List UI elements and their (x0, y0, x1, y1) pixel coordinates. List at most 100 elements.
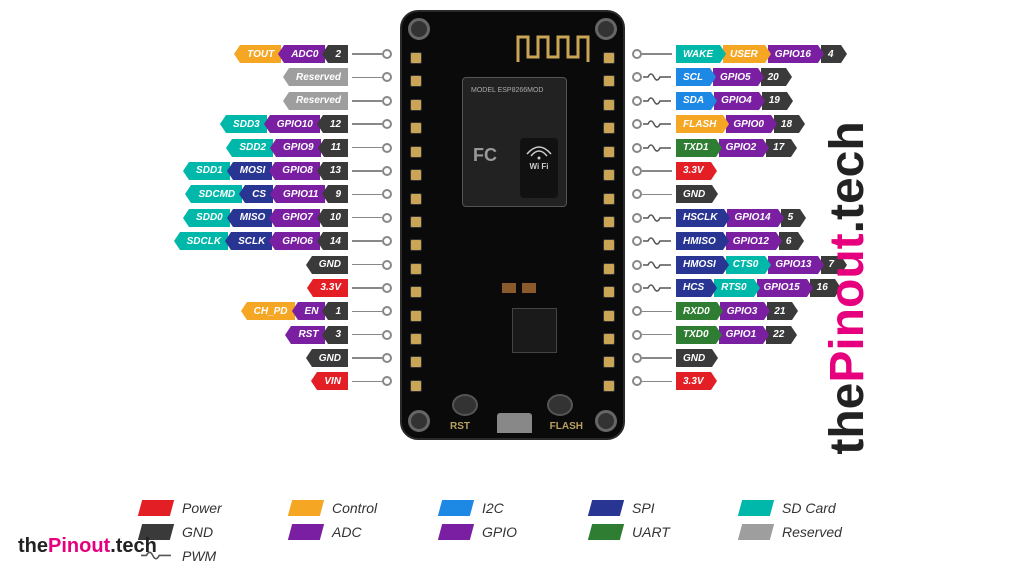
pin-tag: GPIO9 (276, 139, 321, 157)
legend-label: GND (182, 524, 213, 540)
fc-label: FC (473, 145, 497, 166)
pin-row: RST3 (288, 325, 392, 345)
pin-tag: GND (312, 256, 348, 274)
pin-lead (352, 96, 392, 106)
pwm-icon (642, 258, 672, 272)
pin-tag: Reserved (289, 68, 348, 86)
pin-tag: 3.3V (313, 279, 348, 297)
legend-swatch (738, 524, 774, 540)
pin-row: SDD3GPIO1012 (223, 114, 392, 134)
pin-tag: 21 (767, 302, 792, 320)
antenna-icon (513, 27, 593, 67)
pin-tag: GPIO1 (719, 326, 764, 344)
pin-lead (632, 353, 672, 363)
pin-lead (352, 213, 392, 223)
legend-swatch (288, 524, 324, 540)
pin-tag: 14 (323, 232, 348, 250)
pin-lead (632, 211, 672, 225)
usb-chip (512, 308, 557, 353)
pin-header-right (603, 52, 615, 392)
pin-tag: MOSI (233, 162, 273, 180)
pin-lead (352, 119, 392, 129)
pin-lead (352, 376, 392, 386)
pin-tag: 9 (328, 185, 348, 203)
pin-lead (632, 258, 672, 272)
legend-swatch (288, 500, 324, 516)
pin-tag: SCL (676, 68, 710, 86)
pin-header-left (410, 52, 422, 392)
pin-tag: GPIO11 (276, 185, 325, 203)
pin-tag: SDD0 (189, 209, 230, 227)
pwm-icon (642, 281, 672, 295)
legend-item: GPIO (440, 524, 540, 540)
legend-item: ADC (290, 524, 390, 540)
pin-tag: MISO (233, 209, 273, 227)
pin-tag: WAKE (676, 45, 720, 63)
legend-swatch (588, 500, 624, 516)
pwm-icon (642, 234, 672, 248)
pin-tag: HMISO (676, 232, 723, 250)
pin-tag: 20 (761, 68, 786, 86)
legend-label: Control (332, 500, 377, 516)
legend-label: Reserved (782, 524, 842, 540)
color-legend: PowerControlI2CSPISD CardGNDADCGPIOUARTR… (140, 500, 904, 564)
pin-row: 4GPIO16USERWAKE (632, 44, 844, 64)
flash-button (547, 394, 573, 416)
pin-tag: CH_PD (247, 302, 295, 320)
legend-swatch (138, 500, 174, 516)
pin-tag: GPIO4 (714, 92, 759, 110)
pin-row: 16GPIO15RTS0HCS (632, 278, 838, 298)
legend-label: I2C (482, 500, 504, 516)
legend-label: PWM (182, 548, 216, 564)
pin-lead (632, 94, 672, 108)
legend-item: I2C (440, 500, 540, 516)
pin-tag: GPIO0 (726, 115, 771, 133)
pin-row: SDD1MOSIGPIO813 (186, 161, 392, 181)
microcontroller-board: MODEL ESP8266MOD FC Wi Fi RST FLASH (400, 10, 625, 440)
pin-tag: 22 (766, 326, 791, 344)
pin-tag: GPIO10 (270, 115, 320, 133)
pin-tag: CTS0 (726, 256, 766, 274)
pin-tag: TOUT (240, 45, 281, 63)
pin-row: CH_PDEN1 (244, 301, 392, 321)
chip-model-label: MODEL ESP8266MOD (471, 86, 544, 95)
pin-tag: GPIO2 (719, 139, 764, 157)
right-pinout-column: 4GPIO16USERWAKE20GPIO5SCL19GPIO4SDA18GPI… (632, 44, 844, 391)
pin-row: 7GPIO13CTS0HMOSI (632, 255, 844, 275)
legend-label: UART (632, 524, 670, 540)
pin-tag: 3 (328, 326, 348, 344)
pin-tag: RTS0 (714, 279, 753, 297)
pin-tag: GND (312, 349, 348, 367)
pin-row: SDCLKSCLKGPIO614 (177, 231, 392, 251)
pin-lead (632, 376, 672, 386)
pin-lead (352, 236, 392, 246)
pin-tag: EN (298, 302, 326, 320)
pin-tag: GPIO16 (768, 45, 818, 63)
pin-tag: 13 (323, 162, 348, 180)
legend-item: Reserved (740, 524, 842, 540)
pin-tag: TXD0 (676, 326, 716, 344)
pin-tag: FLASH (676, 115, 723, 133)
legend-label: ADC (332, 524, 362, 540)
pin-lead (632, 330, 672, 340)
pin-row: 17GPIO2TXD1 (632, 138, 794, 158)
pin-lead (352, 330, 392, 340)
legend-swatch (438, 524, 474, 540)
legend-swatch (738, 500, 774, 516)
pin-tag: GPIO14 (727, 209, 777, 227)
pin-tag: CS (245, 185, 273, 203)
pin-lead (632, 189, 672, 199)
pin-lead (632, 306, 672, 316)
brand-logo-side: thePinout.tech (820, 121, 875, 454)
pwm-icon (642, 70, 672, 84)
pin-tag: RST (291, 326, 325, 344)
pin-lead (632, 70, 672, 84)
pin-lead (632, 281, 672, 295)
pin-tag: GPIO7 (275, 209, 320, 227)
pin-row: 3.3V (310, 278, 392, 298)
pin-lead (352, 72, 392, 82)
pin-tag: GPIO13 (768, 256, 818, 274)
pin-row: Reserved (286, 67, 392, 87)
pin-tag: Reserved (289, 92, 348, 110)
pin-row: 20GPIO5SCL (632, 67, 789, 87)
